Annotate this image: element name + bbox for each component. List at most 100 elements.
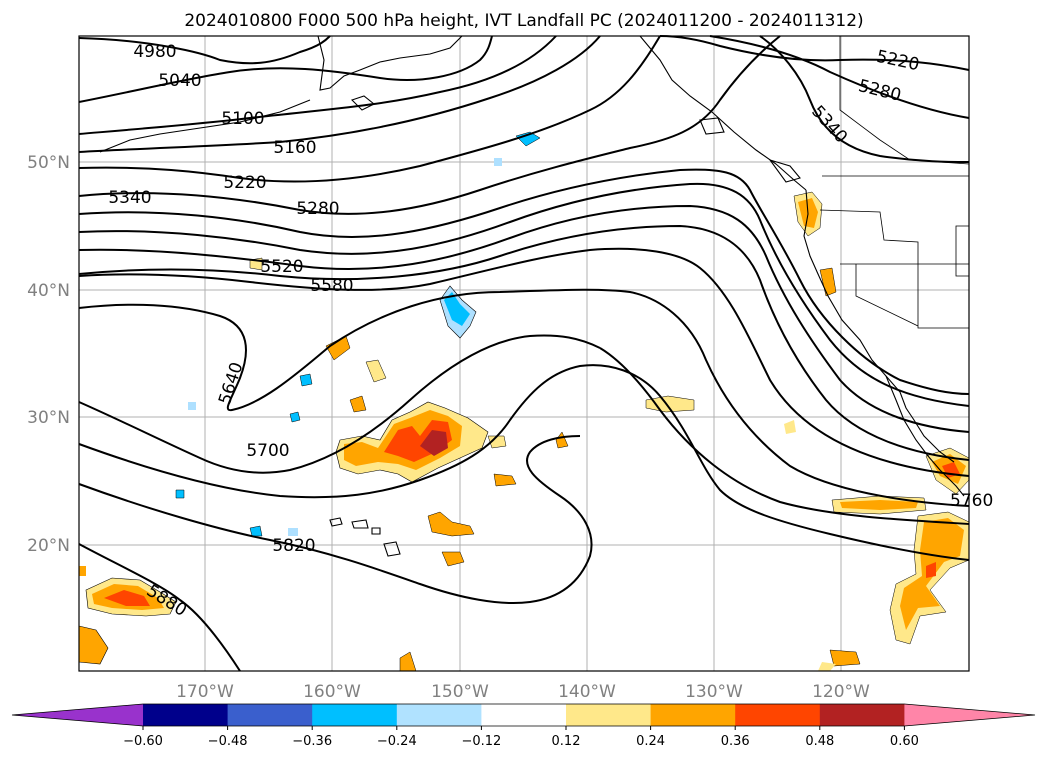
contour-5340-east <box>759 35 970 163</box>
colorbar-tick-label: 0.12 <box>552 734 581 749</box>
ivt-patch-small-9 <box>365 359 387 383</box>
lon-label-140w: 140°W <box>558 682 616 702</box>
ivt-neg-patch-2 <box>515 131 541 147</box>
contour-label-5760: 5760 <box>950 491 993 511</box>
ivt-patch-small-13 <box>818 662 836 671</box>
contour-5400 <box>78 182 970 407</box>
ivt-patch-small-5 <box>555 431 569 449</box>
colorbar-segment <box>312 704 398 726</box>
contour-label-5520: 5520 <box>260 257 303 277</box>
colorbar-tick-label: −0.48 <box>208 734 248 749</box>
ivt-neg-patch-7 <box>188 402 196 410</box>
ivt-patch-small-2 <box>441 551 465 567</box>
colorbar-tick-label: −0.12 <box>461 734 501 749</box>
colorbar-tick-label: 0.48 <box>805 734 834 749</box>
height-contours <box>78 35 970 672</box>
lat-label-40n: 40°N <box>27 281 70 301</box>
colorbar-ticks: −0.60 −0.48 −0.36 −0.24 −0.12 0.12 0.24 0.36 0.4… <box>123 726 919 749</box>
lon-label-130w: 130°W <box>685 682 743 702</box>
colorbar-segment <box>566 704 652 726</box>
lon-label-170w: 170°W <box>176 682 234 702</box>
lat-label-50n: 50°N <box>27 153 70 173</box>
ivt-patch-small-15 <box>79 566 86 576</box>
contour-5460 <box>78 204 970 433</box>
lat-label-30n: 30°N <box>27 408 70 428</box>
ivt-neg-patch-6 <box>175 489 185 499</box>
colorbar-segment <box>650 704 736 726</box>
ivt-neg-patch-4 <box>289 411 301 423</box>
map-panel: 4980 5040 5100 5160 5220 5280 5340 5520 … <box>78 35 993 672</box>
ivt-patch-small-12 <box>829 649 861 667</box>
ivt-patch-west-036 <box>104 590 150 606</box>
alaska-coast <box>317 35 463 91</box>
state-borders <box>819 209 969 329</box>
contour-5220 <box>78 35 661 183</box>
ivt-patch-small-14 <box>784 420 796 434</box>
lat-label-20n: 20°N <box>27 536 70 556</box>
contour-5040 <box>78 35 493 103</box>
ivt-patch-small-1 <box>427 511 475 537</box>
contour-5520 <box>78 224 970 461</box>
ivt-patch-small-4 <box>493 473 517 487</box>
contour-5160 <box>78 35 601 153</box>
contour-5280-east <box>709 35 970 119</box>
colorbar-segment <box>481 704 567 726</box>
contour-5880 <box>78 543 241 672</box>
contour-4980 <box>78 35 331 65</box>
contour-label-5280: 5280 <box>296 199 339 219</box>
contour-5340 <box>78 168 970 395</box>
colorbar-segment <box>227 704 313 726</box>
contour-5580 <box>78 247 970 477</box>
chart-title: 2024010800 F000 500 hPa height, IVT Land… <box>184 11 863 31</box>
contour-label-5220: 5220 <box>223 173 266 193</box>
ivt-patch-central-048 <box>420 430 448 456</box>
vancouver-island <box>768 159 801 183</box>
longitude-labels: 170°W 160°W 150°W 140°W 130°W 120°W <box>176 682 870 702</box>
contour-5640 <box>78 288 970 507</box>
contour-5100 <box>78 35 557 135</box>
contour-label-4980: 4980 <box>133 42 176 62</box>
contour-5820 <box>78 435 593 605</box>
contour-label-5580: 5580 <box>310 276 353 296</box>
colorbar-segment <box>396 704 482 726</box>
ivt-patch-mex-1-024 <box>840 500 918 510</box>
ivt-neg-patch-3 <box>299 373 313 387</box>
colorbar-segment <box>143 704 229 726</box>
contour-label-5160: 5160 <box>273 138 316 158</box>
us-west-coast <box>803 189 955 463</box>
contour-label-5340: 5340 <box>108 188 151 208</box>
colorbar-segment <box>819 704 905 726</box>
colorbar-tick-label: 0.36 <box>721 734 750 749</box>
contour-5280 <box>78 35 781 215</box>
lon-label-120w: 120°W <box>812 682 870 702</box>
colorbar-tick-label: −0.24 <box>377 734 417 749</box>
contour-5760 <box>78 364 970 561</box>
contour-5700-right <box>599 347 970 525</box>
colorbar-extend-min <box>12 704 143 726</box>
colorbar-extend-max <box>904 704 1035 726</box>
contour-label-5040: 5040 <box>158 71 201 91</box>
colorbar-tick-label: 0.24 <box>636 734 665 749</box>
latitude-labels: 50°N 40°N 30°N 20°N <box>27 153 70 556</box>
colorbar-segments <box>11 703 1036 727</box>
colorbar-tick-label: −0.60 <box>123 734 163 749</box>
ivt-patch-small-7 <box>349 395 367 413</box>
ivt-patch-mex-3-036 <box>926 562 936 578</box>
colorbar-tick-label: 0.60 <box>890 734 919 749</box>
colorbar: −0.60 −0.48 −0.36 −0.24 −0.12 0.12 0.24 0.36 0.4… <box>11 703 1036 749</box>
contour-label-5820: 5820 <box>272 536 315 556</box>
haida-gwaii <box>699 117 725 135</box>
lon-label-150w: 150°W <box>431 682 489 702</box>
colorbar-segment <box>735 704 821 726</box>
colorbar-tick-label: −0.36 <box>292 734 332 749</box>
ivt-neg-patch-1-024 <box>444 292 470 326</box>
lon-label-160w: 160°W <box>303 682 361 702</box>
aleutian-islands <box>99 99 311 153</box>
ivt-patch-small-6 <box>487 435 507 449</box>
ivt-neg-patch-9 <box>494 158 502 166</box>
contour-5700-left <box>78 334 601 474</box>
contour-label-5700: 5700 <box>246 441 289 461</box>
coastlines <box>99 35 965 557</box>
ivt-neg-patch-8 <box>288 528 298 536</box>
